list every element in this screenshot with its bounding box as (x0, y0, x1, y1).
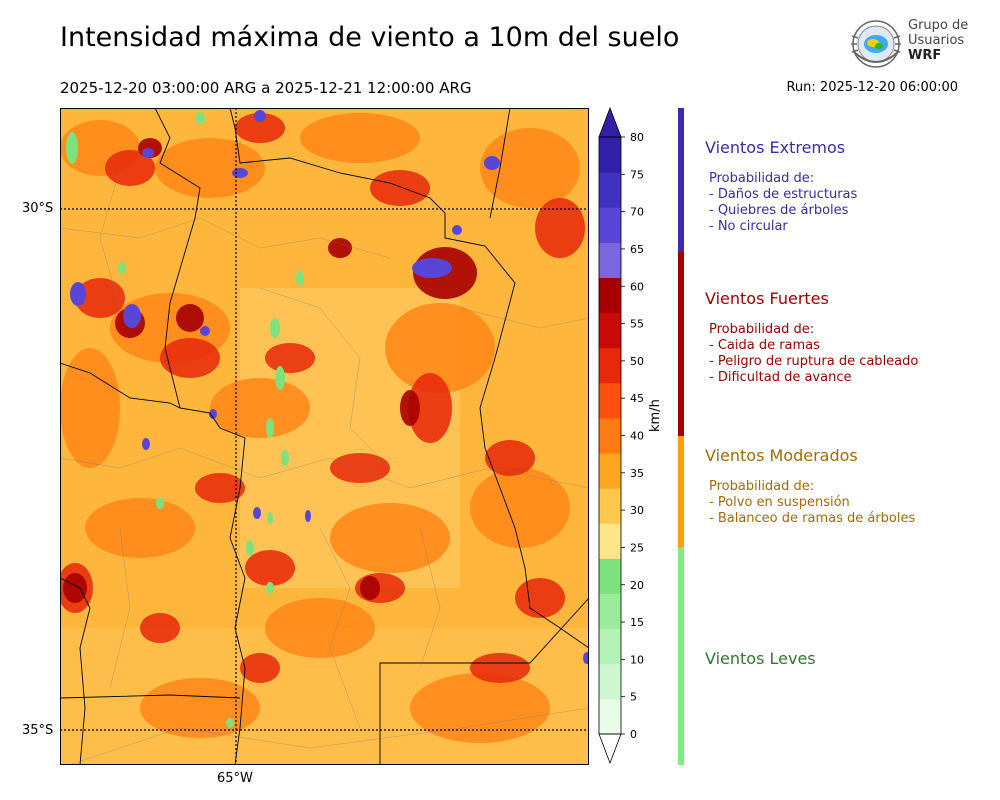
colorbar-tick-label: 60 (630, 280, 644, 293)
risk-item: - Daños de estructuras (709, 187, 858, 202)
category-risks: Probabilidad de: - Daños de estructuras … (705, 171, 857, 235)
colorbar-segment (599, 523, 621, 559)
legend-bar-moderados (678, 436, 684, 547)
colorbar-tick-label: 5 (630, 691, 637, 704)
lon-label-65w: 65°W (217, 771, 253, 786)
risk-item: - No circular (709, 219, 788, 234)
colorbar-segment (599, 453, 621, 489)
risk-item: - Caida de ramas (709, 338, 820, 353)
category-risks: Probabilidad de: - Polvo en suspensión -… (705, 479, 915, 527)
colorbar-tick-label: 0 (630, 728, 637, 741)
page-title: Intensidad máxima de viento a 10m del su… (60, 22, 680, 53)
colorbar-segment (599, 382, 621, 419)
colorbar-extend-max (598, 106, 622, 138)
forecast-period: 2025-12-20 03:00:00 ARG a 2025-12-21 12:… (60, 79, 472, 97)
risk-item: - Peligro de ruptura de cableado (709, 354, 919, 369)
colorbar-tick-label: 80 (630, 131, 644, 144)
risk-item: - Balanceo de ramas de árboles (709, 511, 916, 526)
lat-label-30s: 30°S (22, 201, 54, 216)
category-fuertes: Vientos Fuertes Probabilidad de: - Caida… (705, 289, 918, 386)
run-timestamp: Run: 2025-12-20 06:00:00 (786, 80, 958, 95)
colorbar-tick-label: 45 (630, 392, 644, 405)
risk-item: - Polvo en suspensión (709, 495, 850, 510)
colorbar-tick-label: 30 (630, 504, 644, 517)
legend-bar-extremos (678, 108, 684, 252)
logo-line-2: Usuarios (908, 33, 965, 48)
colorbar-tick-label: 15 (630, 616, 644, 629)
colorbar-tick-label: 75 (630, 168, 644, 181)
colorbar-segment (599, 312, 621, 349)
lat-label-35s: 35°S (22, 723, 54, 738)
colorbar-extend-min (598, 733, 622, 765)
globe-icon (851, 20, 901, 68)
colorbar-segment (599, 698, 621, 735)
risk-item: - Dificultad de avance (709, 370, 852, 385)
colorbar-tick-label: 70 (630, 206, 644, 219)
colorbar-tick-label: 55 (630, 318, 644, 331)
colorbar-segment (599, 558, 621, 595)
colorbar-segment (599, 242, 621, 278)
risk-heading: Probabilidad de: (709, 171, 815, 186)
colorbar-tick-label: 35 (630, 467, 644, 480)
risk-heading: Probabilidad de: (709, 322, 815, 337)
colorbar-segment (599, 207, 621, 243)
wind-speed-map (60, 108, 589, 765)
risk-heading: Probabilidad de: (709, 479, 815, 494)
category-leves: Vientos Leves (705, 649, 816, 668)
colorbar-segment (599, 172, 621, 208)
colorbar-segment (599, 277, 621, 314)
wrf-logo: Grupo de Usuarios WRF (848, 16, 978, 74)
category-title: Vientos Moderados (705, 446, 858, 465)
colorbar-tick-label: 40 (630, 430, 644, 443)
colorbar-tick-label: 50 (630, 355, 644, 368)
legend-bar-fuertes (678, 252, 684, 436)
category-risks: Probabilidad de: - Caida de ramas - Peli… (705, 322, 918, 386)
category-moderados: Vientos Moderados Probabilidad de: - Pol… (705, 446, 915, 527)
colorbar-segment (599, 137, 621, 173)
colorbar-tick-label: 20 (630, 579, 644, 592)
colorbar-segment (599, 417, 621, 454)
logo-line-1: Grupo de (908, 18, 969, 33)
category-extremos: Vientos Extremos Probabilidad de: - Daño… (705, 138, 857, 235)
category-title: Vientos Fuertes (705, 289, 829, 308)
legend-bar-leves (678, 547, 684, 765)
colorbar-segment (599, 488, 621, 524)
category-title: Vientos Leves (705, 649, 816, 668)
colorbar-tick-label: 10 (630, 653, 644, 666)
logo-line-3: WRF (908, 48, 942, 63)
colorbar-tick-label: 65 (630, 243, 644, 256)
colorbar-segment (599, 347, 621, 384)
colorbar-unit-label: km/h (648, 399, 663, 432)
wind-speed-colorbar: 0 5 10 15 20 25 30 35 40 45 50 55 60 65 70 75 80 (598, 106, 644, 765)
colorbar-tick-label: 25 (630, 541, 644, 554)
colorbar-segment (599, 663, 621, 700)
risk-item: - Quiebres de árboles (709, 203, 849, 218)
colorbar-segment (599, 628, 621, 665)
colorbar-segment (599, 593, 621, 630)
category-title: Vientos Extremos (705, 138, 846, 157)
